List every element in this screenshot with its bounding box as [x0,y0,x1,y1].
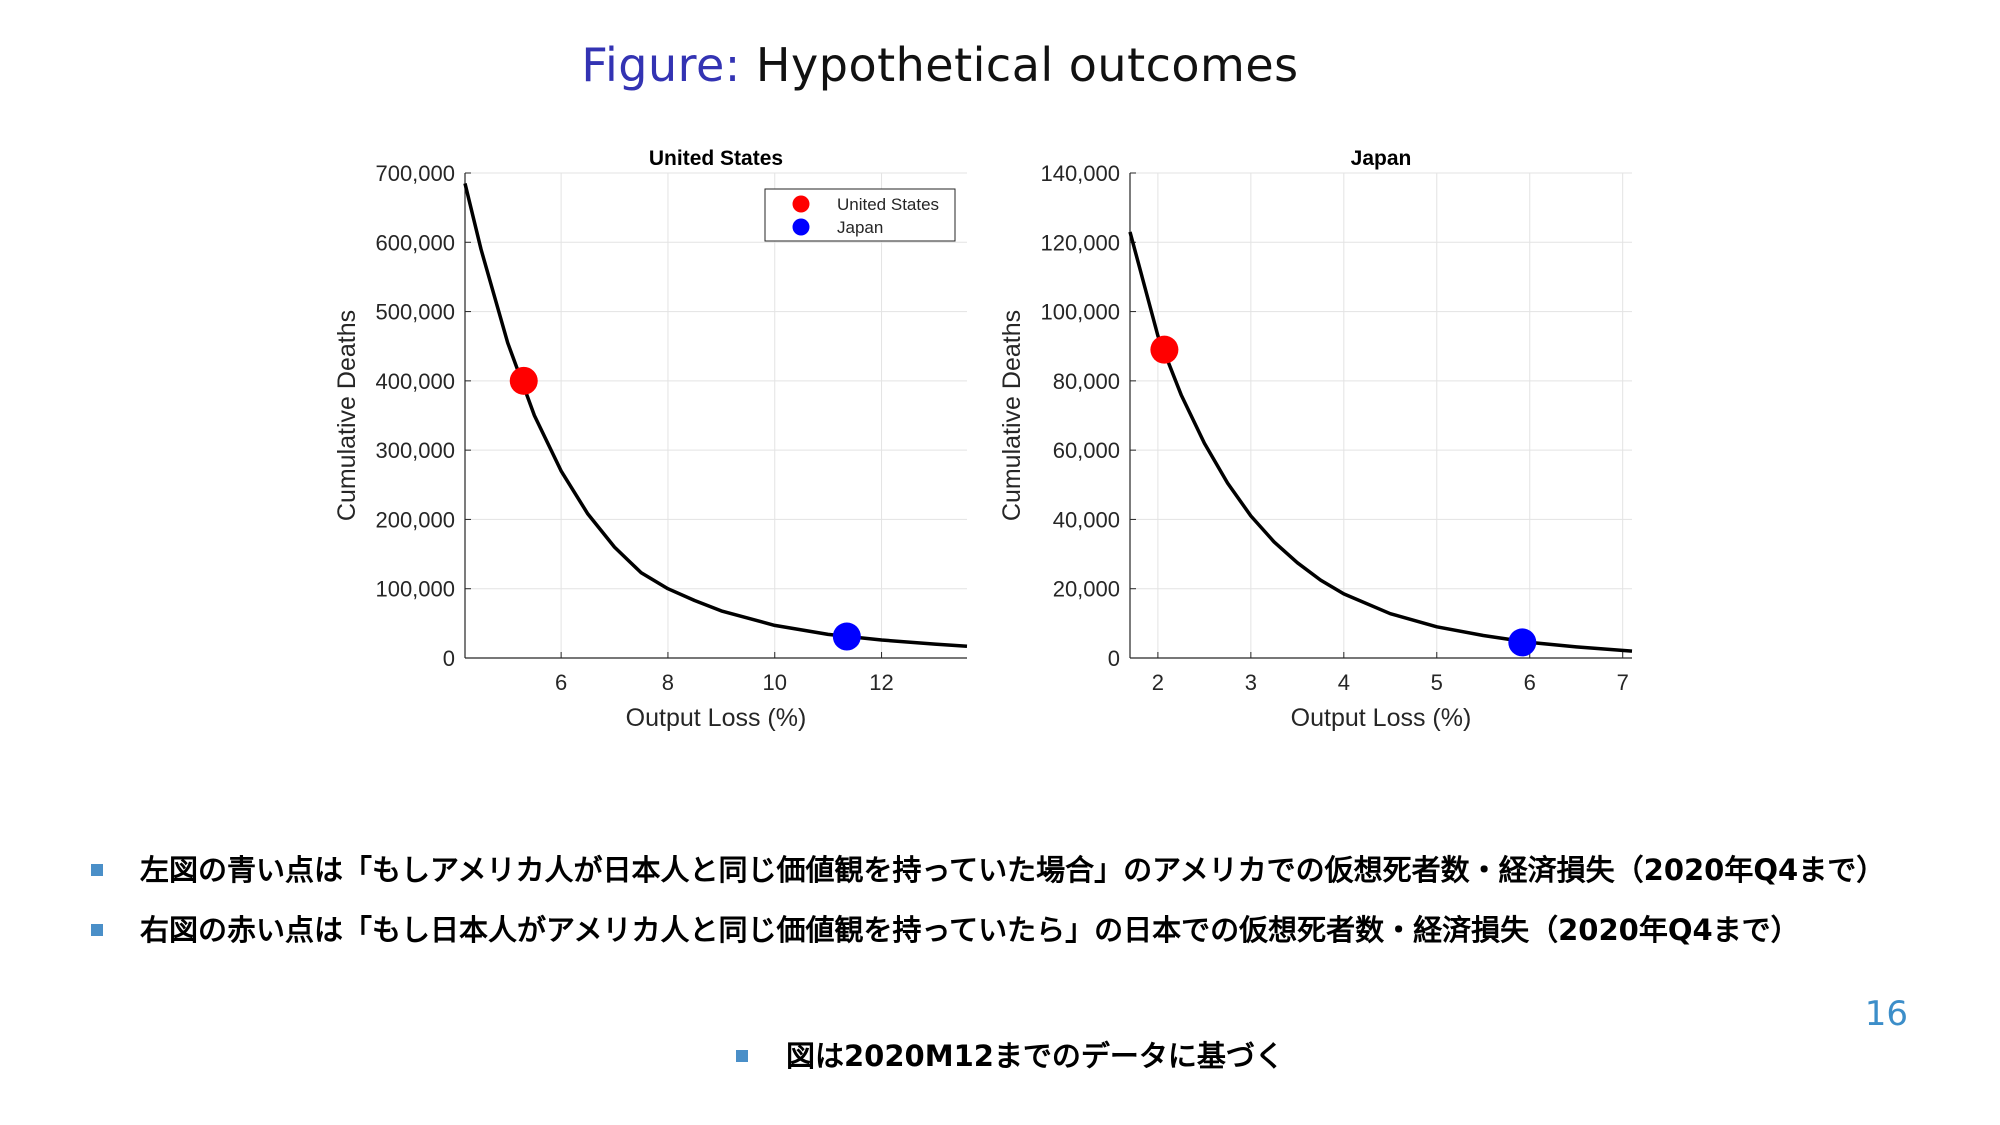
y-tick-label: 100,000 [1040,300,1120,325]
x-tick-label: 10 [763,670,787,695]
x-tick-label: 4 [1338,670,1350,695]
chart-panel: 2 3 4 5 6 7 0 20,000 40,000 60,000 80,000 100,000 12… [998,147,1633,732]
y-tick-label: 600,000 [375,230,455,255]
charts-figure: 6 8 10 12 0 100,000 200,000 300,000 400,000 500,0… [333,147,1633,732]
bullet-text: 右図の赤い点は「もし日本人がアメリカ人と同じ価値観を持っていたら」の日本での仮想… [140,913,1800,947]
x-tick-label: 7 [1617,670,1629,695]
x-tick-label: 3 [1245,670,1257,695]
x-axis-label: Output Loss (%) [626,704,807,732]
x-axis-label: Output Loss (%) [1291,704,1472,732]
bullet-marker [91,924,103,936]
chart-legend: United States Japan [764,188,956,242]
x-tick-label: 5 [1431,670,1443,695]
x-tick-label: 8 [662,670,674,695]
bullet-marker [91,864,103,876]
trade-off-curve [463,182,968,648]
x-tick-label: 6 [1524,670,1536,695]
data-point-japan [832,622,861,651]
y-tick-label: 700,000 [375,161,455,186]
data-point-united-states [509,366,538,395]
x-tick-label: 2 [1152,670,1164,695]
y-tick-label: 0 [1108,646,1120,671]
y-tick-label: 100,000 [375,577,455,602]
chart-title: Japan [1351,147,1412,170]
x-tick-label: 6 [555,670,567,695]
x-tick-label: 12 [869,670,893,695]
bullet-item: 左図の青い点は「もしアメリカ人が日本人と同じ価値観を持っていた場合」のアメリカで… [88,850,1968,890]
y-tick-label: 140,000 [1040,161,1120,186]
slide-title: Figure: Hypothetical outcomes [0,38,1880,92]
y-axis-label: Cumulative Deaths [333,310,361,521]
legend-label: Japan [837,218,883,237]
y-tick-label: 400,000 [375,369,455,394]
trade-off-curve [1128,231,1633,653]
legend-marker [792,218,810,236]
y-tick-label: 0 [443,646,455,671]
y-tick-label: 500,000 [375,300,455,325]
bullet-text: 左図の青い点は「もしアメリカ人が日本人と同じ価値観を持っていた場合」のアメリカで… [140,853,1886,887]
bullet-item: 右図の赤い点は「もし日本人がアメリカ人と同じ価値観を持っていたら」の日本での仮想… [88,910,1968,950]
y-tick-label: 20,000 [1053,577,1120,602]
y-tick-label: 40,000 [1053,507,1120,532]
y-tick-label: 200,000 [375,507,455,532]
sub-bullet-item: 図は2020M12までのデータに基づく [736,1036,1284,1076]
bullet-marker [736,1050,748,1062]
data-point-japan [1508,628,1537,657]
slide-title-text: Hypothetical outcomes [740,38,1299,92]
legend-marker [792,195,810,213]
slide-title-lead: Figure: [581,38,741,92]
bullet-list: 左図の青い点は「もしアメリカ人が日本人と同じ価値観を持っていた場合」のアメリカで… [88,850,1968,970]
y-tick-label: 120,000 [1040,230,1120,255]
chart-panel: 6 8 10 12 0 100,000 200,000 300,000 400,000 500,0… [333,147,968,732]
y-tick-label: 80,000 [1053,369,1120,394]
y-tick-label: 60,000 [1053,438,1120,463]
sub-bullet-text: 図は2020M12までのデータに基づく [786,1039,1284,1073]
chart-title: United States [649,147,783,170]
y-axis-label: Cumulative Deaths [998,310,1026,521]
data-point-united-states [1150,335,1179,364]
legend-label: United States [837,195,939,214]
y-tick-label: 300,000 [375,438,455,463]
page-number: 16 [1864,994,1908,1034]
